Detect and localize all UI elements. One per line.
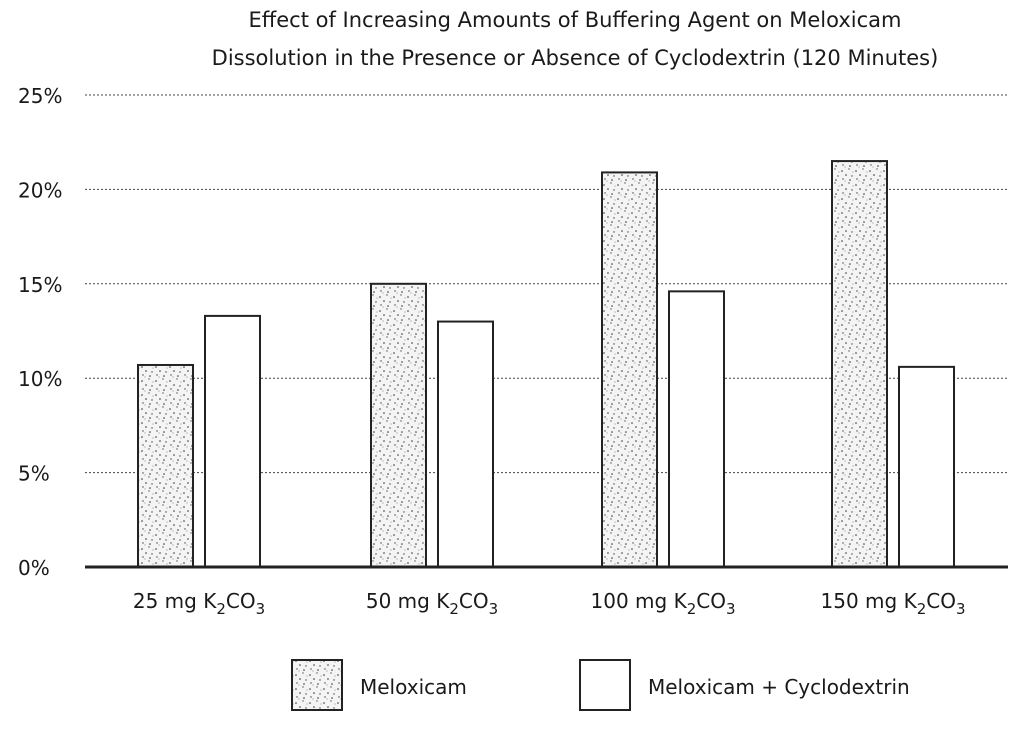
y-tick-label: 0% [18,556,50,580]
y-tick-label: 20% [18,178,62,202]
legend: Meloxicam Meloxicam + Cyclodextrin [291,659,910,711]
y-tick-label: 5% [18,462,50,486]
legend-label-meloxicam: Meloxicam [360,675,467,699]
chart-title: Effect of Increasing Amounts of Bufferin… [212,8,939,70]
x-axis-categories: 25 mg K2CO3 50 mg K2CO3 100 mg K2CO3 150 mg… [133,589,966,618]
y-tick-label: 25% [18,84,62,108]
chart-title-line-2: Dissolution in the Presence or Absence o… [212,46,939,70]
chart-title-line-1: Effect of Increasing Amounts of Bufferin… [249,8,902,32]
x-tick-label: 50 mg K2CO3 [366,589,498,618]
x-tick-label: 25 mg K2CO3 [133,589,265,618]
bar-meloxicam [137,363,194,569]
x-tick-label: 150 mg K2CO3 [821,589,966,618]
bar-meloxicam-cyclodextrin [437,320,494,568]
bar-meloxicam-cyclodextrin [898,365,955,569]
bar-meloxicam [601,171,658,569]
x-tick-label: 100 mg K2CO3 [591,589,736,618]
y-tick-label: 10% [18,367,62,391]
bar-meloxicam [370,282,427,568]
bar-meloxicam [831,160,888,569]
bars [137,160,955,569]
legend-label-meloxicam-cyclodextrin: Meloxicam + Cyclodextrin [648,675,910,699]
y-tick-label: 15% [18,273,62,297]
legend-swatch-meloxicam [291,659,343,711]
bar-meloxicam-cyclodextrin [668,290,725,568]
legend-swatch-meloxicam-cyclodextrin [579,659,631,711]
y-axis-ticks: 0% 5% 10% 15% 20% 25% [18,84,62,580]
bar-meloxicam-cyclodextrin [204,314,261,568]
